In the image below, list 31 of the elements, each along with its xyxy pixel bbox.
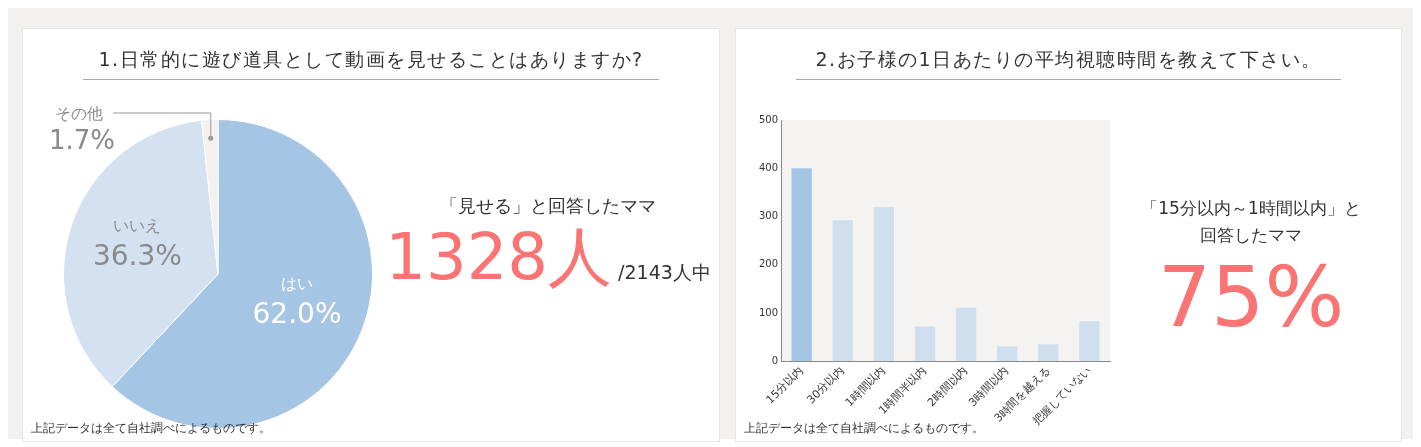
chart-title: 2.お子様の1日あたりの平均視聴時間を教えて下さい。 [796,47,1341,80]
slice-label: いいえ [113,215,162,235]
slice-label: その他 [55,104,103,123]
y-tick-label: 400 [758,161,779,173]
bar [914,326,936,362]
text: 上記データは全て自社調べによるものです。 [744,420,984,437]
text: 「15分以内～1時間以内」と [1140,197,1362,220]
text: 1328人 [385,220,613,294]
bar [997,346,1018,362]
x-tick-label: 15分以内 [763,363,806,407]
bar [1079,321,1100,362]
text: 75% [1156,247,1346,348]
bar [1038,344,1059,362]
y-tick-label: 300 [758,210,779,222]
y-tick-label: 0 [771,354,779,366]
bar [791,168,812,362]
text: 「見せる」と回答したママ [439,194,657,218]
y-tick-label: 200 [758,258,779,270]
bar [873,207,895,362]
bar [955,307,977,362]
bar [832,220,853,362]
data-label: 36.3% [92,238,182,272]
data-label: 62.0% [252,297,342,331]
chart-title: 1.日常的に遊び道具として動画を見せることはありますか? [83,47,659,80]
text: /2143人中 [618,260,711,285]
slice-label: はい [281,274,314,294]
y-tick-label: 100 [758,306,779,318]
data-label: 1.7% [49,125,116,155]
text: 回答したママ [1199,224,1303,247]
text: 上記データは全て自社調べによるものです。 [31,420,271,437]
y-tick-label: 500 [758,113,779,125]
